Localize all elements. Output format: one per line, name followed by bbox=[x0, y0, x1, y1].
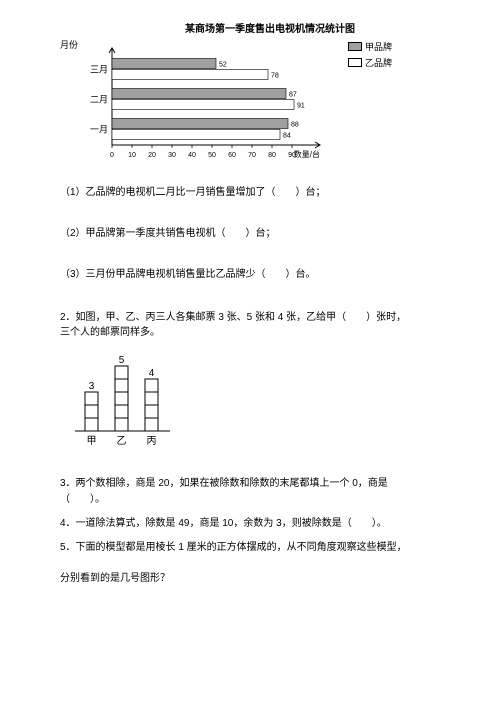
problem-2: 2．如图，甲、乙、丙三人各集邮票 3 张、5 张和 4 张，乙给甲（ ）张时， … bbox=[60, 308, 440, 338]
problem-3-text2: （ ）。 bbox=[60, 494, 105, 505]
question-2: （2）甲品牌第一季度共销售电视机（ ）台； bbox=[60, 226, 440, 242]
problem-3-text1: 3．两个数相除，商是 20，如果在被除数和除数的末尾都填上一个 0，商是 bbox=[60, 478, 388, 489]
problem-5-text2: 分别看到的是几号图形？ bbox=[60, 571, 440, 587]
legend-label-a: 甲品牌 bbox=[365, 40, 392, 53]
svg-text:3: 3 bbox=[89, 381, 95, 392]
legend-item-b: 乙品牌 bbox=[348, 56, 392, 69]
bar-chart-svg: 0102030405060708090数量/台5278三月8791二月8884一… bbox=[82, 40, 322, 160]
legend-label-b: 乙品牌 bbox=[365, 56, 392, 69]
svg-text:三月: 三月 bbox=[90, 65, 108, 75]
legend-item-a: 甲品牌 bbox=[348, 40, 392, 53]
svg-text:60: 60 bbox=[228, 152, 236, 159]
problem-2-text2: 三个人的邮票同样多。 bbox=[60, 327, 160, 338]
question-1: （1）乙品牌的电视机二月比一月销售量增加了（ ）台； bbox=[60, 185, 440, 201]
legend-box-b bbox=[348, 58, 362, 67]
svg-text:乙: 乙 bbox=[117, 435, 127, 447]
svg-text:70: 70 bbox=[248, 152, 256, 159]
problem-4: 4．一道除法算式，除数是 49，商是 10，余数为 3，则被除数是（ ）。 bbox=[60, 516, 440, 532]
problem-5: 5．下面的模型都是用棱长 1 厘米的正方体摆成的，从不同角度观察这些模型， 分别… bbox=[60, 540, 440, 587]
svg-text:50: 50 bbox=[208, 152, 216, 159]
problem-5-text1: 5．下面的模型都是用棱长 1 厘米的正方体摆成的，从不同角度观察这些模型， bbox=[60, 542, 407, 553]
svg-text:4: 4 bbox=[149, 368, 155, 379]
problem-2-text1: 2．如图，甲、乙、丙三人各集邮票 3 张、5 张和 4 张，乙给甲（ ）张时， bbox=[60, 312, 406, 323]
svg-text:87: 87 bbox=[289, 92, 297, 99]
stamp-chart-svg: 3 甲 5 乙 4 丙 bbox=[70, 353, 190, 448]
chart-legend: 甲品牌 乙品牌 bbox=[348, 40, 392, 72]
svg-text:一月: 一月 bbox=[90, 125, 108, 135]
svg-text:30: 30 bbox=[168, 152, 176, 159]
svg-text:20: 20 bbox=[148, 152, 156, 159]
chart-title: 某商场第一季度售出电视机情况统计图 bbox=[100, 20, 440, 35]
svg-text:10: 10 bbox=[128, 152, 136, 159]
legend-box-a bbox=[348, 42, 362, 51]
svg-text:91: 91 bbox=[297, 103, 305, 110]
problem-3: 3．两个数相除，商是 20，如果在被除数和除数的末尾都填上一个 0，商是 （ ）… bbox=[60, 476, 440, 508]
svg-text:二月: 二月 bbox=[90, 95, 108, 105]
question-3: （3）三月份甲品牌电视机销售量比乙品牌少（ ）台。 bbox=[60, 267, 440, 283]
chart-questions: （1）乙品牌的电视机二月比一月销售量增加了（ ）台； （2）甲品牌第一季度共销售… bbox=[60, 185, 440, 283]
bar-chart-container: 某商场第一季度售出电视机情况统计图 月份 甲品牌 乙品牌 0 10 20 30 40 50… bbox=[60, 20, 440, 160]
svg-text:0: 0 bbox=[110, 152, 114, 159]
svg-text:40: 40 bbox=[188, 152, 196, 159]
stamp-chart: 3 甲 5 乙 4 丙 bbox=[70, 353, 440, 451]
svg-text:78: 78 bbox=[271, 73, 279, 80]
svg-text:80: 80 bbox=[268, 152, 276, 159]
svg-text:5: 5 bbox=[119, 355, 125, 366]
svg-text:丙: 丙 bbox=[147, 436, 157, 447]
svg-text:88: 88 bbox=[291, 122, 299, 129]
y-axis-label: 月份 bbox=[60, 38, 78, 51]
svg-text:甲: 甲 bbox=[87, 436, 97, 447]
svg-text:84: 84 bbox=[283, 133, 291, 140]
svg-text:52: 52 bbox=[219, 62, 227, 69]
svg-text:数量/台: 数量/台 bbox=[294, 149, 320, 159]
